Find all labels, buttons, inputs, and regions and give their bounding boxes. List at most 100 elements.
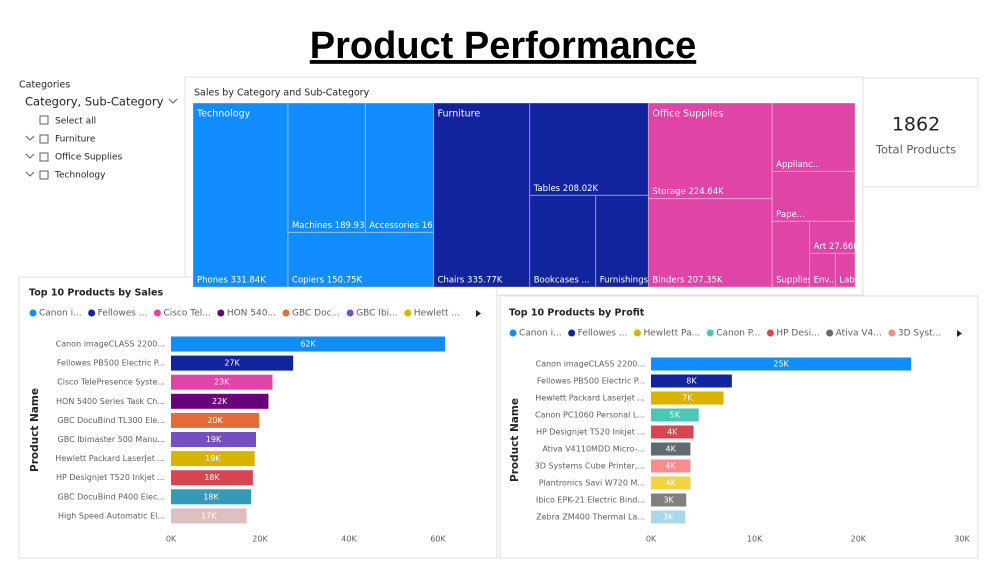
value-label: 7K xyxy=(682,394,693,403)
value-label: 4K xyxy=(667,428,678,437)
value-label: 4K xyxy=(666,462,677,471)
card-label: Total Products xyxy=(875,143,956,157)
tile-label: Tables 208.02K xyxy=(533,184,599,194)
tile-label: Phones 331.84K xyxy=(197,276,266,286)
checkbox[interactable] xyxy=(39,170,49,180)
legend-label: GBC Ibi... xyxy=(356,309,398,319)
slicer-item[interactable]: Furniture xyxy=(55,135,96,145)
tile-label: Storage 224.64K xyxy=(652,187,724,197)
card-value: 1862 xyxy=(892,114,940,136)
bar xyxy=(171,470,253,486)
x-tick-label: 20K xyxy=(851,535,867,544)
x-tick-label: 60K xyxy=(430,535,446,544)
tile-label: Chairs 335.77K xyxy=(438,276,503,286)
y-tick-label: Zebra ZM400 Thermal La... xyxy=(536,513,645,522)
legend-marker xyxy=(29,309,37,317)
checkbox[interactable] xyxy=(39,115,49,125)
tile-label: Env... xyxy=(814,276,837,286)
y-tick-label: GBC Ibimaster 500 Manu... xyxy=(58,435,165,444)
bar xyxy=(171,393,269,409)
expand[interactable] xyxy=(25,135,35,141)
y-tick-label: Canon imageCLASS 2200... xyxy=(536,360,645,369)
x-tick-label: 20K xyxy=(252,535,268,544)
y-tick-label: HP Designjet T520 Inkjet ... xyxy=(536,428,645,437)
treemap-tile xyxy=(287,102,366,233)
value-label: 23K xyxy=(214,378,230,387)
bar xyxy=(171,451,255,467)
slicer-field[interactable]: Category, Sub-Category xyxy=(25,95,164,109)
y-tick-label: High Speed Automatic El... xyxy=(58,511,165,520)
tile-label: Supplies 4... xyxy=(776,276,828,286)
value-label: 4K xyxy=(666,479,677,488)
legend-next[interactable] xyxy=(957,330,962,337)
treemap-tile xyxy=(834,252,856,288)
value-label: 4K xyxy=(666,445,677,454)
legend-marker xyxy=(509,329,517,337)
y-tick-label: GBC DocuBind P400 Elec... xyxy=(58,492,165,501)
tile-label: Accessories 167.38K xyxy=(369,221,457,231)
treemap-tile xyxy=(529,102,649,196)
bar xyxy=(651,374,732,388)
legend-next[interactable] xyxy=(476,310,481,317)
legend-marker xyxy=(766,329,774,337)
x-tick-label: 0K xyxy=(166,535,177,544)
treemap-tile xyxy=(771,170,856,222)
legend-label: Canon i... xyxy=(519,329,562,339)
page-title: Product Performance xyxy=(310,25,696,67)
slicer-item[interactable]: Select all xyxy=(55,117,96,127)
group-label: Technology xyxy=(196,109,251,120)
y-tick-label: HON 5400 Series Task Ch... xyxy=(56,397,165,406)
y-tick-label: 3D Systems Cube Printer,... xyxy=(535,462,645,471)
checkbox[interactable] xyxy=(39,134,49,144)
y-tick-label: Canon PC1060 Personal L... xyxy=(535,411,645,420)
x-tick-label: 40K xyxy=(341,535,357,544)
x-tick-label: 10K xyxy=(747,535,763,544)
treemap-tile xyxy=(595,194,649,288)
tile-label: Copiers 150.75K xyxy=(292,276,362,286)
legend-marker xyxy=(217,309,225,317)
treemap-tile xyxy=(192,102,289,288)
group-label: Office Supplies xyxy=(652,109,723,120)
profit-box xyxy=(499,295,979,559)
bar xyxy=(651,493,687,507)
bar xyxy=(651,408,699,422)
bar xyxy=(651,391,724,405)
y-tick-label: GBC DocuBind TL300 Ele... xyxy=(57,416,165,425)
value-label: 3K xyxy=(663,513,674,522)
value-label: 25K xyxy=(773,360,789,369)
treemap-tile xyxy=(364,102,435,233)
chevron[interactable] xyxy=(168,98,178,104)
value-label: 5K xyxy=(670,411,681,420)
treemap-tile xyxy=(809,252,836,288)
legend-marker xyxy=(826,329,834,337)
bar xyxy=(171,355,294,371)
value-label: 18K xyxy=(204,473,220,482)
expand[interactable] xyxy=(25,153,35,159)
bar xyxy=(651,357,912,371)
tile-label: Machines 189.93K xyxy=(292,221,370,231)
value-label: 20K xyxy=(207,416,223,425)
expand[interactable] xyxy=(25,171,35,177)
value-label: 62K xyxy=(300,340,316,349)
bar xyxy=(651,459,691,473)
value-label: 22K xyxy=(212,397,228,406)
legend-marker xyxy=(568,329,576,337)
slicer-title: Categories xyxy=(19,80,70,91)
slicer-item[interactable]: Technology xyxy=(54,171,106,181)
checkbox[interactable] xyxy=(39,152,49,162)
card-box xyxy=(862,77,979,188)
treemap-tile xyxy=(647,198,773,288)
slicer-item[interactable]: Office Supplies xyxy=(55,153,123,163)
legend-label: Ativa V4... xyxy=(836,329,882,339)
legend-label: Fellowes ... xyxy=(578,329,628,339)
legend-label: HP Desi... xyxy=(776,329,819,339)
legend-marker xyxy=(888,329,896,337)
tile-label: Pape... xyxy=(776,210,805,220)
value-label: 17K xyxy=(201,511,217,520)
legend-label: Hewlett ... xyxy=(414,309,460,319)
tile-label: Art 27.66K xyxy=(814,242,860,252)
x-tick-label: 30K xyxy=(954,535,970,544)
y-tick-label: Ativa V4110MDD Micro-... xyxy=(542,445,645,454)
legend-label: Fellowes ... xyxy=(98,309,148,319)
